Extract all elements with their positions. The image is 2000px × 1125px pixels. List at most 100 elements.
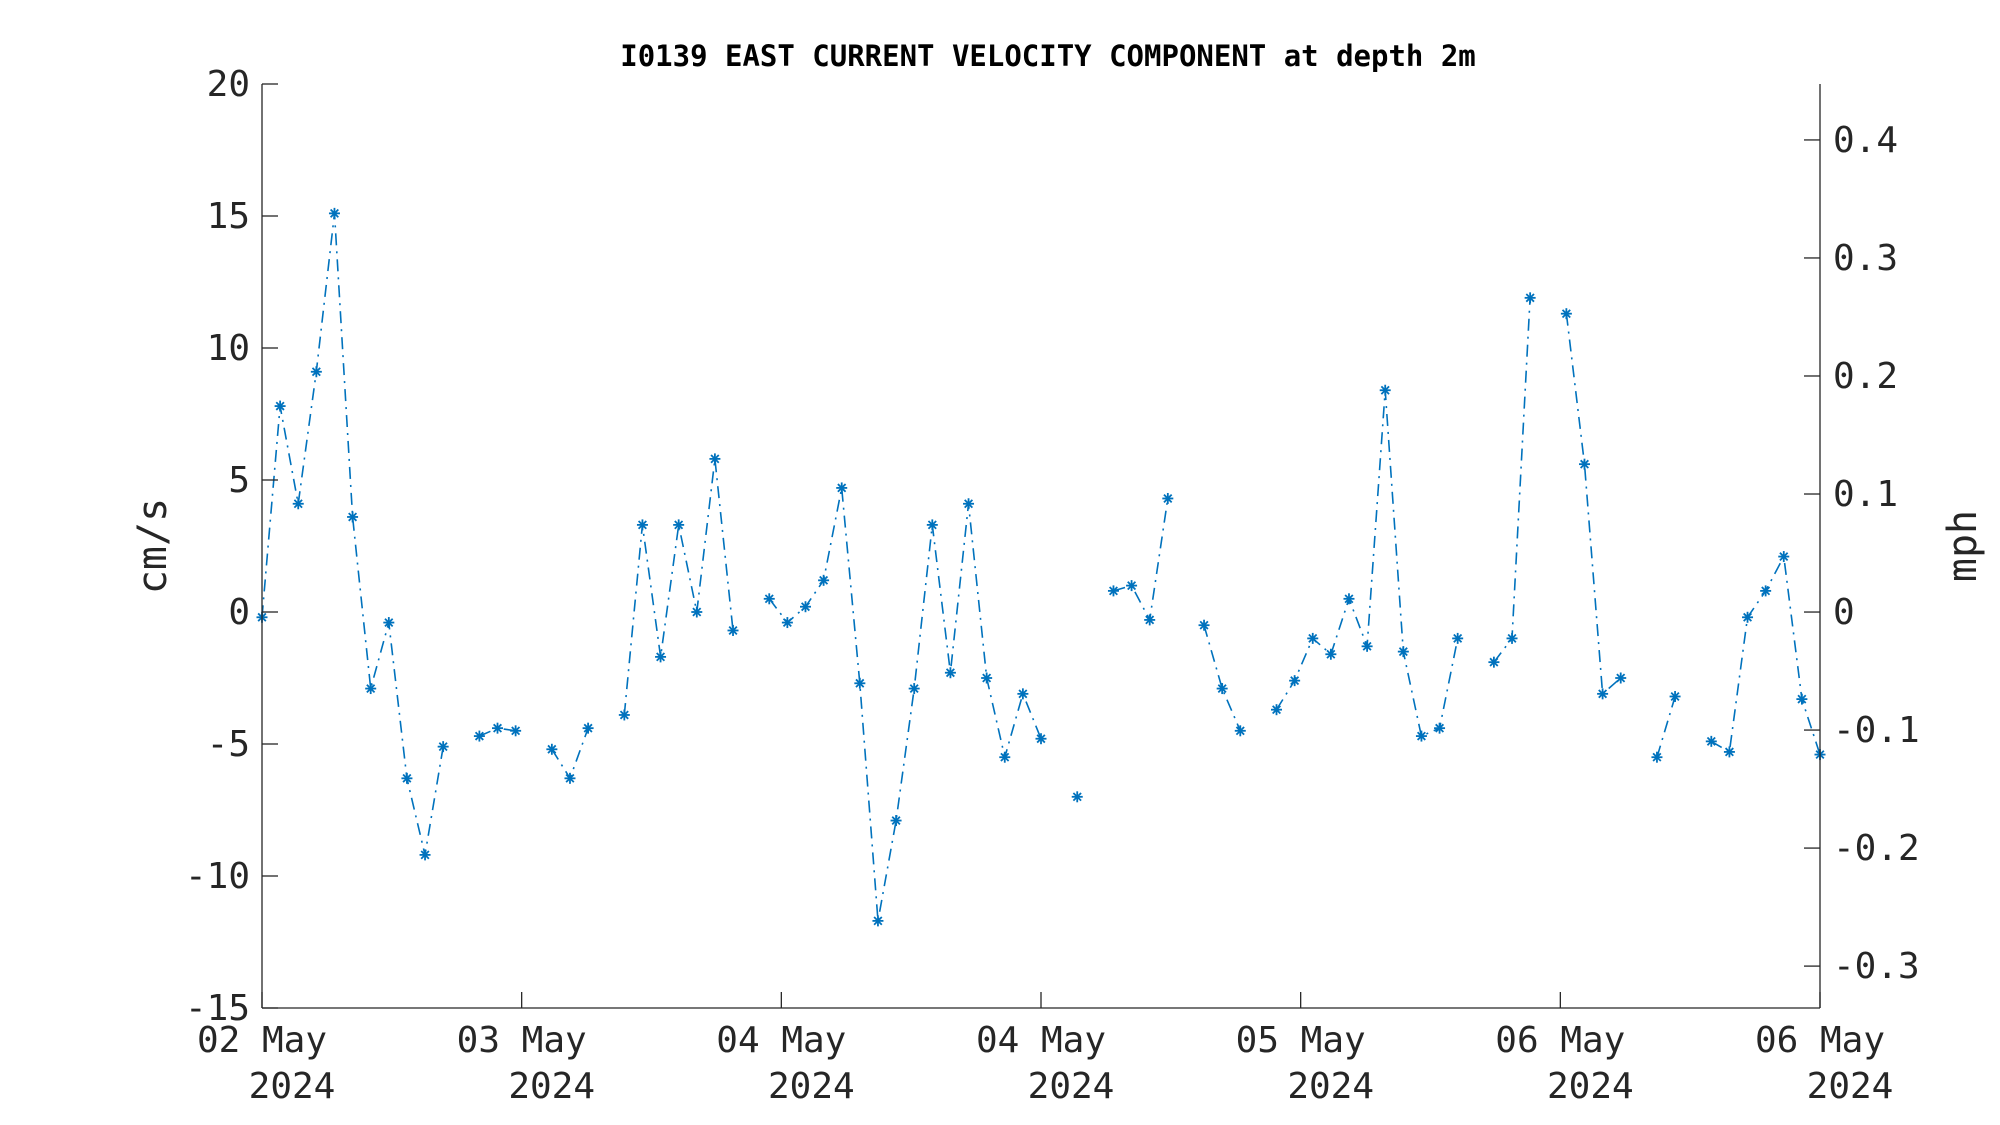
data-point (510, 725, 522, 737)
data-point (347, 511, 359, 523)
x-tick-day: 05 May (1236, 1020, 1366, 1061)
data-point (963, 498, 975, 510)
x-tick-year: 2024 (1547, 1066, 1634, 1107)
x-tick-day: 02 May (197, 1020, 327, 1061)
y-tick-label: 5 (228, 460, 250, 501)
data-point (1162, 492, 1174, 504)
data-point (1597, 688, 1609, 700)
data-point (1705, 735, 1717, 747)
data-point (727, 624, 739, 636)
data-point (673, 519, 685, 531)
series-line (1113, 498, 1169, 623)
data-point (546, 743, 558, 755)
data-point (292, 498, 304, 510)
data-point (1035, 733, 1047, 745)
data-point (1325, 648, 1337, 660)
data-point (419, 849, 431, 861)
x-tick-day: 06 May (1495, 1020, 1625, 1061)
data-point (1126, 580, 1138, 592)
data-point (1434, 722, 1446, 734)
series-line (1656, 696, 1676, 758)
y2-tick-label: -0.1 (1833, 710, 1920, 751)
data-point (473, 730, 485, 742)
data-point (1144, 614, 1156, 626)
data-point (1669, 690, 1681, 702)
data-point (926, 519, 938, 531)
data-point (872, 915, 884, 927)
axes-layer (261, 84, 1821, 1009)
y2-tick-label: 0.1 (1833, 474, 1898, 515)
y-ticks: -15 -10 -5 0 5 10 15 20 (185, 64, 278, 1029)
data-point (1742, 611, 1754, 623)
x-tick-year: 2024 (768, 1066, 855, 1107)
x-tick-year: 2024 (1807, 1066, 1894, 1107)
series-line (768, 487, 1042, 922)
data-point (836, 482, 848, 494)
series-line (551, 727, 589, 781)
y2-tick-label: 0.3 (1833, 238, 1898, 279)
x-ticks: 02 May 2024 03 May 2024 04 May 2024 04 May 2024… (197, 992, 1893, 1107)
data-point (1578, 458, 1590, 470)
data-point (1415, 730, 1427, 742)
series-line (1203, 624, 1242, 732)
data-point (383, 617, 395, 629)
data-point (781, 617, 793, 629)
y2-ticks: -0.3 -0.2 -0.1 0 0.1 0.2 0.3 0.4 (1804, 120, 1920, 987)
y-tick-label: 20 (207, 64, 250, 105)
data-point (1524, 292, 1536, 304)
data-point (981, 672, 993, 684)
data-point (1379, 384, 1391, 396)
data-point (709, 453, 721, 465)
y-tick-label: -5 (207, 724, 250, 765)
x-tick-year: 2024 (1287, 1066, 1374, 1107)
chart-title: I0139 EAST CURRENT VELOCITY COMPONENT at… (620, 39, 1476, 73)
x-tick-day: 04 May (976, 1020, 1106, 1061)
data-point (1397, 646, 1409, 658)
data-point (763, 593, 775, 605)
data-point (564, 772, 576, 784)
y2-tick-label: 0 (1833, 592, 1855, 633)
x-tick-year: 2024 (249, 1066, 336, 1107)
data-point (1560, 308, 1572, 320)
data-point (999, 751, 1011, 763)
x-tick-year: 2024 (1028, 1066, 1115, 1107)
series-line (623, 458, 734, 716)
data-point (1615, 672, 1627, 684)
data-point (818, 574, 830, 586)
y2-axis-label: mph (1940, 510, 1986, 582)
data-point (1452, 632, 1464, 644)
data-point (1307, 632, 1319, 644)
data-point (908, 683, 920, 695)
data-point (854, 677, 866, 689)
data-point (799, 601, 811, 613)
data-point (1796, 693, 1808, 705)
data-point (365, 683, 377, 695)
data-point (636, 519, 648, 531)
data-point (1361, 640, 1373, 652)
data-point (274, 400, 286, 412)
x-tick-day: 06 May (1755, 1020, 1885, 1061)
data-point (1343, 593, 1355, 605)
data-point (1271, 704, 1283, 716)
y-tick-label: 0 (228, 592, 250, 633)
x-tick-day: 04 May (716, 1020, 846, 1061)
data-point (310, 366, 322, 378)
data-point (1107, 585, 1119, 597)
y-tick-label: -15 (185, 988, 250, 1029)
y-axis-label: cm/s (130, 498, 176, 594)
data-point (328, 207, 340, 219)
y-tick-label: 10 (207, 328, 250, 369)
data-point (1723, 746, 1735, 758)
data-point (1198, 619, 1210, 631)
data-point (437, 741, 449, 753)
data-point (944, 667, 956, 679)
data-point (1234, 725, 1246, 737)
data-point (1651, 751, 1663, 763)
y2-tick-label: 0.4 (1833, 120, 1898, 161)
series-line (1565, 313, 1622, 696)
data-point (582, 722, 594, 734)
series-line (1275, 390, 1459, 738)
data-point (691, 606, 703, 618)
data-point (618, 709, 630, 721)
